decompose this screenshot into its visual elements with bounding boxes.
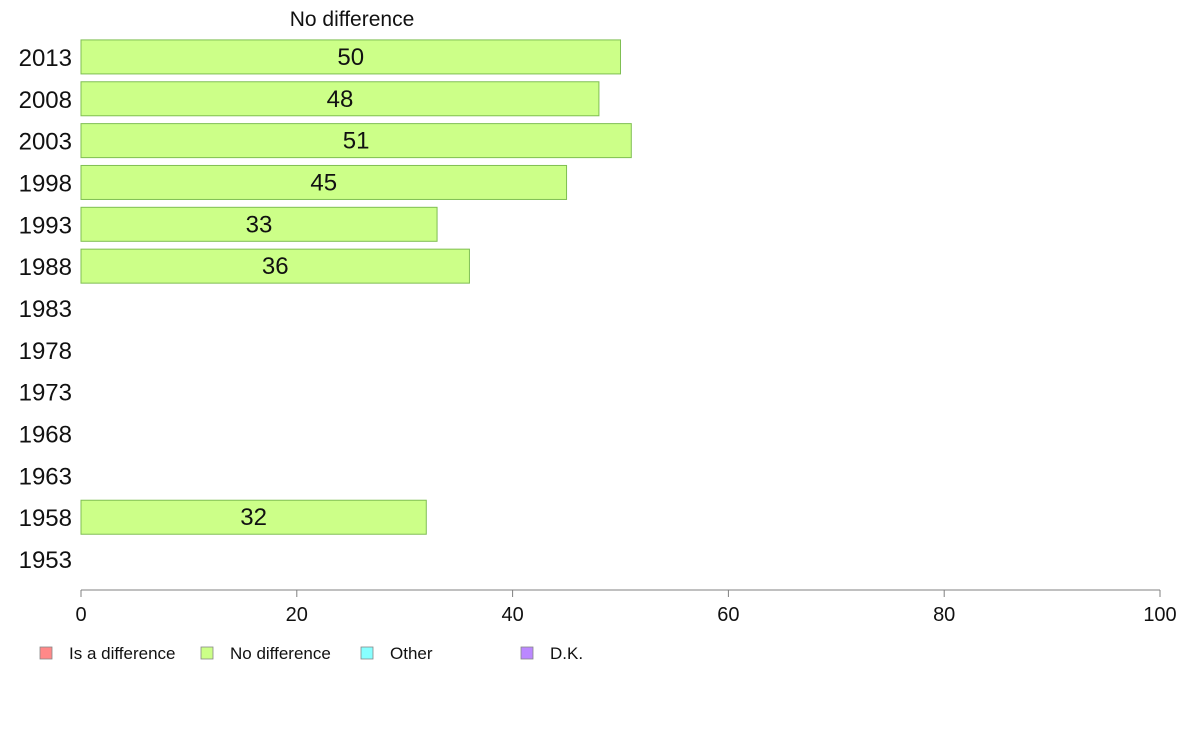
chart-title: No difference	[290, 8, 415, 31]
bar	[80, 499, 427, 535]
bar	[80, 248, 470, 284]
x-tick-label: 20	[286, 604, 308, 626]
category-label: 1963	[19, 463, 72, 490]
legend-swatch	[39, 646, 53, 660]
category-label: 1983	[19, 296, 72, 323]
category-label: 1993	[19, 212, 72, 239]
category-labels: 2013 2008 2003 1998 1993 1988 1983 1978 1973 1968…	[19, 45, 72, 574]
x-axis-ticks: 0 20 40 60 80 100	[75, 590, 1177, 626]
legend: Is a difference No difference Other D.K.	[39, 644, 583, 663]
x-tick-label: 40	[501, 604, 523, 626]
bar	[80, 81, 600, 117]
x-tick-label: 100	[1143, 604, 1176, 626]
category-label: 2013	[19, 45, 72, 72]
legend-swatch	[360, 646, 374, 660]
category-label: 1968	[19, 422, 72, 449]
value-label: 32	[240, 504, 267, 531]
value-label: 45	[310, 169, 337, 196]
x-tick-label: 0	[75, 604, 86, 626]
legend-swatch	[520, 646, 534, 660]
legend-label: No difference	[230, 644, 331, 663]
value-label: 33	[246, 211, 273, 238]
bars	[80, 39, 632, 535]
category-label: 1998	[19, 170, 72, 197]
x-tick-label: 60	[717, 604, 739, 626]
value-label: 50	[337, 44, 364, 71]
bar	[80, 164, 568, 200]
legend-label: Is a difference	[69, 644, 175, 663]
category-label: 1958	[19, 505, 72, 532]
bar	[80, 206, 438, 242]
x-tick-label: 80	[933, 604, 955, 626]
value-label: 48	[327, 86, 354, 113]
category-label: 2008	[19, 87, 72, 114]
legend-label: D.K.	[550, 644, 583, 663]
category-label: 1978	[19, 338, 72, 365]
value-label: 51	[343, 128, 370, 155]
category-label: 1988	[19, 254, 72, 281]
legend-label: Other	[390, 644, 433, 663]
bar	[80, 123, 632, 159]
legend-swatch	[200, 646, 214, 660]
value-label: 36	[262, 253, 289, 280]
category-label: 1973	[19, 380, 72, 407]
bar	[80, 39, 621, 75]
category-label: 2003	[19, 129, 72, 156]
category-label: 1953	[19, 547, 72, 574]
